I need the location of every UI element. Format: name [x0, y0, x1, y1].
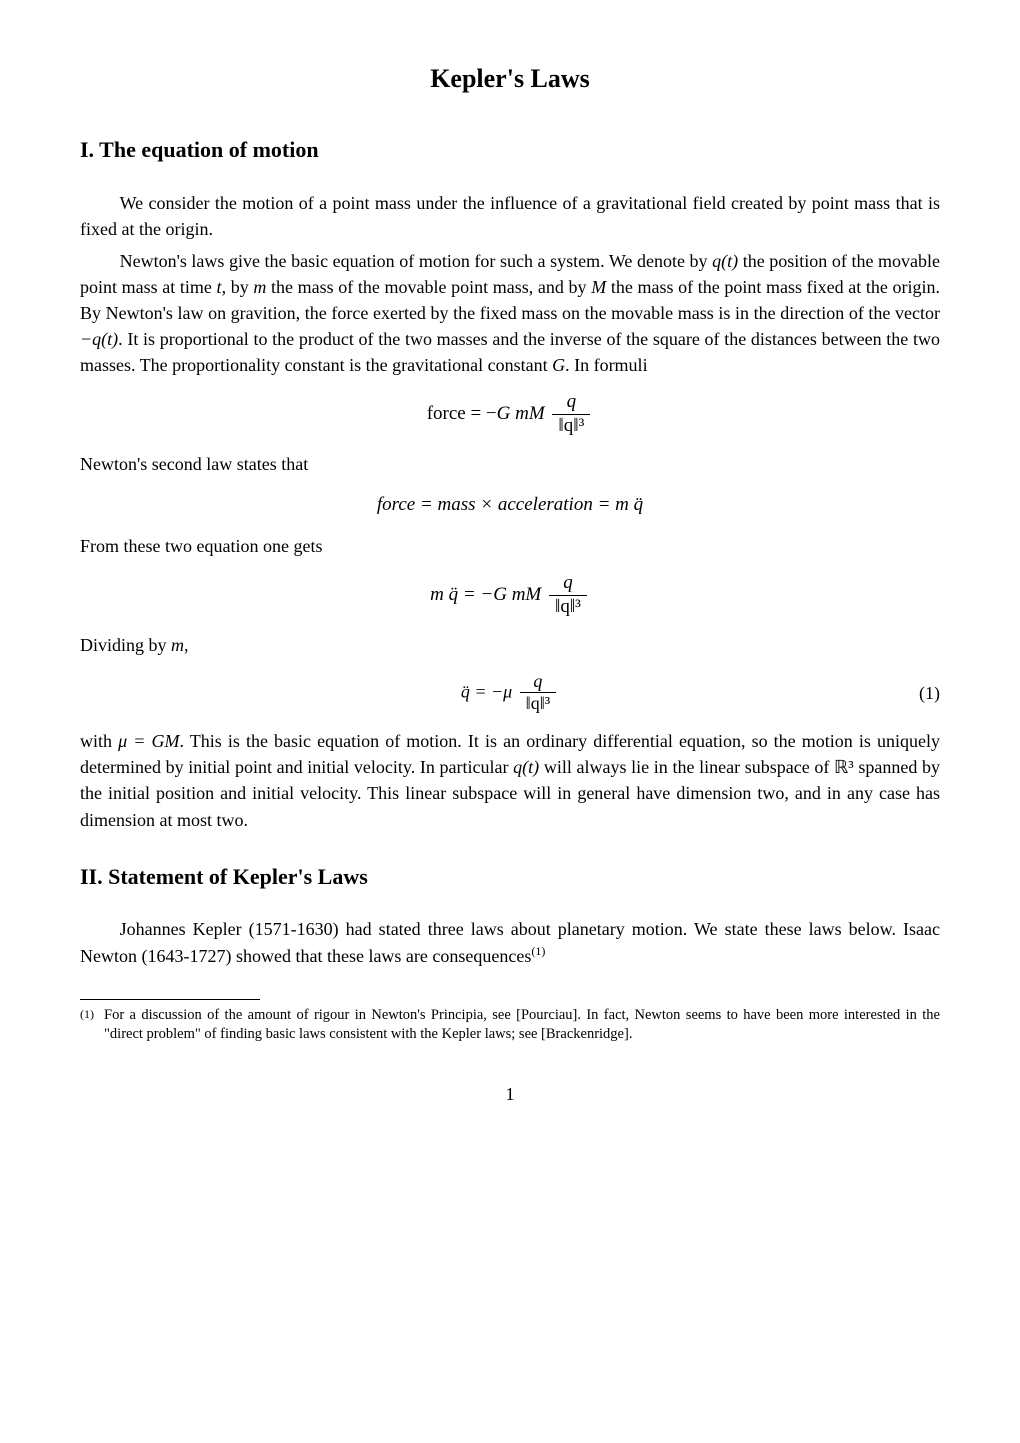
footnote-1: (1) For a discussion of the amount of ri… — [80, 1006, 940, 1045]
eq-lhs: m q̈ = −G mM — [430, 584, 546, 605]
s1-para-6: with μ = GM. This is the basic equation … — [80, 728, 940, 832]
sym-m: m — [171, 635, 184, 655]
frac-den: ‖q‖³ — [552, 415, 590, 437]
eq-number: (1) — [919, 680, 940, 706]
eq-newton2: force = mass × acceleration = m q̈ — [80, 491, 940, 519]
footnote-ref: (1) — [531, 944, 545, 958]
page-number: 1 — [80, 1081, 940, 1107]
s1-para-4: From these two equation one gets — [80, 533, 940, 559]
text: Johannes Kepler (1571-1630) had stated t… — [80, 919, 940, 965]
eq-force: force = −G mM q ‖q‖³ — [80, 392, 940, 437]
sym-qt: q(t) — [712, 251, 738, 271]
frac-num: q — [552, 392, 590, 415]
eq-gmm: G mM — [497, 403, 545, 424]
footnote-text: For a discussion of the amount of rigour… — [104, 1006, 940, 1045]
eq-text: force = mass × acceleration = m q̈ — [377, 494, 643, 515]
text: with — [80, 731, 118, 751]
text: . It is proportional to the product of t… — [80, 329, 940, 375]
eq-lhs: force = − — [427, 403, 497, 424]
eq-mq: m q̈ = −G mM q ‖q‖³ — [80, 573, 940, 618]
sym-qt: q(t) — [513, 757, 539, 777]
paper-title: Kepler's Laws — [80, 60, 940, 98]
s1-para-5: Dividing by m, — [80, 632, 940, 658]
fraction: q ‖q‖³ — [552, 392, 590, 437]
frac-num: q — [549, 573, 587, 596]
s1-para-2: Newton's laws give the basic equation of… — [80, 248, 940, 378]
text: the mass of the movable point mass, and … — [266, 277, 591, 297]
sym-mu-gm: μ = GM — [118, 731, 179, 751]
frac-den: ‖q‖³ — [520, 693, 557, 714]
sym-R3: ℝ³ — [834, 757, 854, 777]
footnote-rule — [80, 999, 260, 1000]
sym-m: m — [253, 277, 266, 297]
sym-neg-qt: −q(t) — [80, 329, 118, 349]
eq-1: q̈ = −μ q ‖q‖³ (1) — [80, 672, 940, 715]
text: . In formuli — [565, 355, 648, 375]
section-1-heading: I. The equation of motion — [80, 134, 940, 166]
eq-lhs: q̈ = −μ — [461, 681, 517, 701]
fraction: q ‖q‖³ — [549, 573, 587, 618]
footnote-mark: (1) — [80, 1006, 94, 1045]
s1-para-3: Newton's second law states that — [80, 451, 940, 477]
s1-para-1: We consider the motion of a point mass u… — [80, 190, 940, 242]
section-2-heading: II. Statement of Kepler's Laws — [80, 861, 940, 893]
sym-M-upper: M — [591, 277, 606, 297]
sym-G: G — [552, 355, 565, 375]
frac-den: ‖q‖³ — [549, 596, 587, 618]
text: , — [184, 635, 189, 655]
fraction: q ‖q‖³ — [520, 672, 557, 715]
text: will always lie in the linear subspace o… — [539, 757, 834, 777]
text: Dividing by — [80, 635, 171, 655]
text: Newton's laws give the basic equation of… — [120, 251, 713, 271]
s2-para-1: Johannes Kepler (1571-1630) had stated t… — [80, 916, 940, 968]
eq-body: q̈ = −μ q ‖q‖³ — [461, 672, 559, 715]
text: , by — [222, 277, 254, 297]
frac-num: q — [520, 672, 557, 694]
